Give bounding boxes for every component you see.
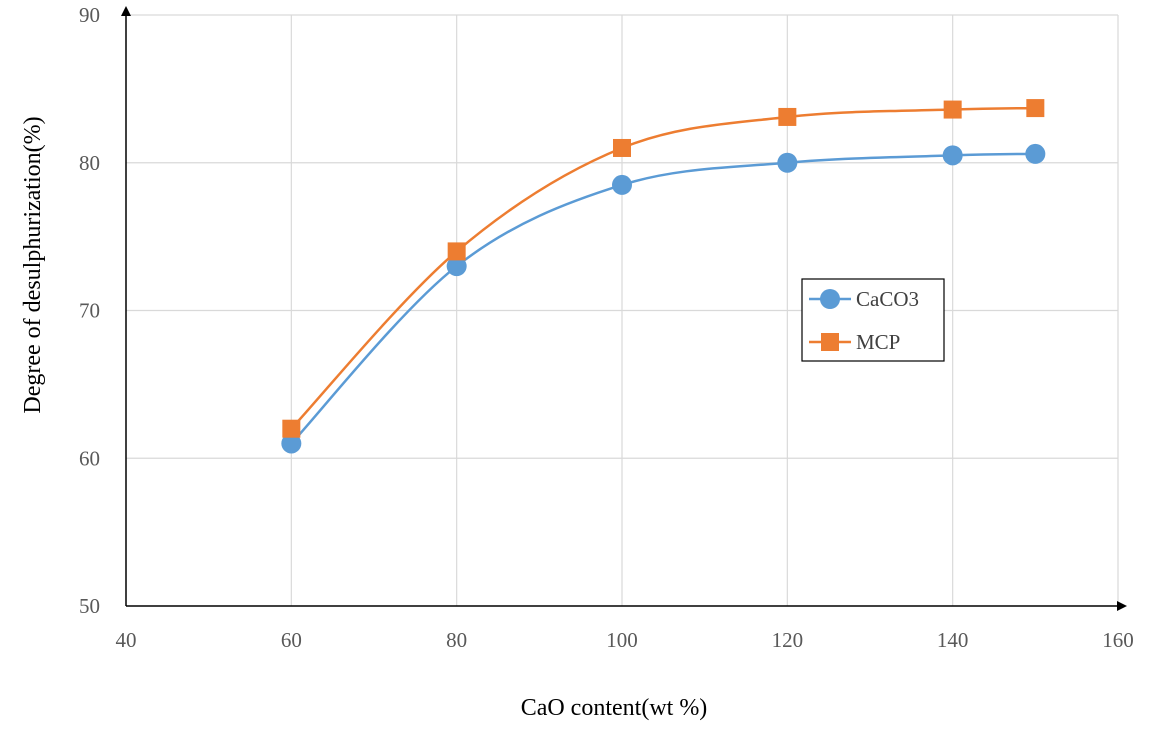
y-tick-label: 90 (79, 3, 100, 27)
data-point (1026, 99, 1045, 118)
x-axis-title: CaO content(wt %) (521, 695, 708, 721)
data-point (447, 242, 466, 261)
y-tick-label: 80 (79, 151, 100, 175)
x-tick-label: 120 (772, 628, 804, 652)
data-point (1025, 143, 1046, 164)
x-tick-label: 80 (446, 628, 467, 652)
x-tick-label: 60 (281, 628, 302, 652)
data-point (612, 174, 632, 195)
data-point (942, 145, 963, 166)
legend-item: CaCO3 (809, 287, 919, 311)
x-tick-label: 140 (937, 628, 969, 652)
legend-label: CaCO3 (856, 287, 919, 311)
data-point (943, 100, 962, 119)
data-point (613, 138, 631, 157)
tick-labels: 40 60 80 100 120 140 160 50 60 70 80 90 (79, 3, 1134, 652)
data-point (777, 152, 798, 173)
x-tick-label: 160 (1102, 628, 1134, 652)
gridlines (126, 14, 1119, 606)
series (281, 99, 1046, 454)
y-tick-label: 60 (79, 446, 100, 470)
data-point (446, 256, 467, 277)
y-tick-label: 50 (79, 594, 100, 618)
y-axis-title: Degree of desulphurization(%) (20, 116, 46, 413)
legend-label: MCP (856, 330, 900, 354)
legend-marker (820, 289, 840, 309)
x-tick-label: 40 (116, 628, 137, 652)
x-tick-label: 100 (606, 628, 638, 652)
y-tick-label: 70 (79, 299, 100, 323)
data-point (282, 419, 301, 438)
series-caco3 (281, 143, 1046, 454)
data-point (778, 107, 797, 126)
axes (121, 6, 1127, 611)
series-mcp (282, 99, 1045, 438)
legend: CaCO3 MCP (801, 278, 945, 362)
legend-marker (821, 333, 839, 351)
legend-item: MCP (809, 330, 900, 354)
data-point (281, 433, 302, 454)
